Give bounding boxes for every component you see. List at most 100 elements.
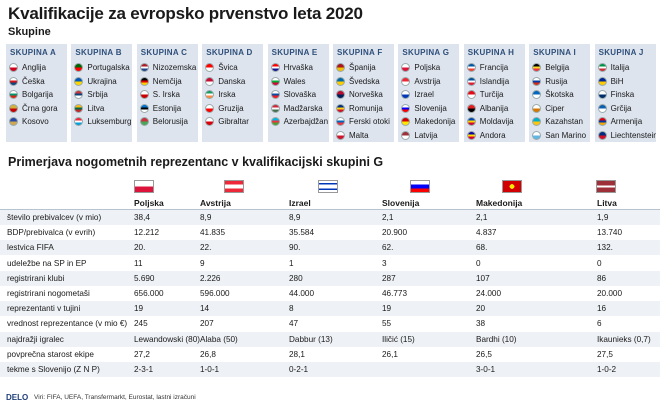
group-card: SKUPINA B Portugalska Ukrajina Srbija Litva L… [71,44,133,142]
round-flag-icon [139,90,149,100]
group-team: Francija [464,61,525,75]
table-cell: 20.900 [382,228,408,238]
row-label: tekme s Slovenijo (Z N P) [7,365,100,374]
round-flag-icon [466,63,476,73]
table-cell: 8 [289,304,294,314]
round-flag-icon [336,117,345,127]
table-cell: 19 [382,304,392,314]
round-flag-icon [139,76,149,86]
team-name: Irska [218,90,236,100]
group-team: Albanija [464,102,525,116]
group-team: Finska [595,88,656,102]
round-flag-icon [270,103,280,113]
table-cell: 1,9 [597,213,609,222]
team-name: Liechtenstein [610,130,656,140]
group-team: Azerbajdžan [268,115,329,129]
group-name: SKUPINA B [75,48,122,57]
table-cell: 2.226 [200,273,221,283]
table-cell: 16 [597,304,607,314]
table-cell: 38,4 [134,213,150,222]
table-cell: Ikaunieks (0,7) [597,334,651,344]
group-team: BiH [595,75,656,89]
row-label: vrednost reprezentance (v mio €) [7,319,128,329]
group-team: Avstrija [398,75,459,89]
table-cell: 3 [382,258,387,268]
team-name: Turčija [479,90,504,100]
table-cell: 6 [597,319,602,329]
table-row: lestvica FIFA 20. 22. 90. 62. 68. 132. [0,240,660,256]
group-team: Litva [71,102,132,116]
row-label: registrirani nogometaši [7,289,90,298]
round-flag-icon [532,90,542,100]
round-flag-icon [597,63,607,73]
round-flag-icon [9,90,18,100]
round-flag-icon [466,90,476,100]
table-row: BDP/prebivalca (v evrih) 12.212 41.835 35.5… [0,225,660,240]
table-row: reprezentanti v tujini 19 14 8 19 20 16 [0,301,660,317]
round-flag-icon [336,76,345,86]
group-team: Izrael [398,88,459,102]
row-label: lestvica FIFA [7,243,54,253]
group-team: Ferski otoki [333,115,394,129]
round-flag-icon [270,63,280,73]
team-name: Litva [87,103,105,113]
team-name: Wales [283,76,306,86]
table-cell: 14 [200,304,210,314]
round-flag-icon [9,63,18,73]
country-flag-icon [318,180,338,193]
group-team: Luksemburg [71,115,132,129]
team-name: Španija [349,63,376,73]
group-team: Irska [202,88,263,102]
group-name: SKUPINA D [206,48,253,57]
groups-panel: SKUPINA A Anglija Češka Bolgarija Črna gora K… [6,44,656,144]
group-team: Wales [268,75,329,89]
team-name: Gruzija [218,103,244,113]
team-name: Ferski otoki [349,117,390,127]
group-team: S. Irska [137,88,198,102]
group-team: Grčija [595,102,656,116]
round-flag-icon [401,90,411,100]
table-cell: 38 [476,319,486,329]
table-cell: 28,1 [289,349,305,359]
team-name: Madžarska [283,103,323,113]
group-team: Portugalska [71,61,132,75]
table-cell: 245 [134,319,148,329]
group-team: Romunija [333,102,394,116]
team-name: Latvija [414,130,438,140]
group-name: SKUPINA I [533,48,577,57]
group-team: Gruzija [202,102,263,116]
round-flag-icon [336,63,345,73]
table-cell: 26,1 [382,349,398,359]
group-card: SKUPINA C Nizozemska Nemčija S. Irska Estoni… [136,44,198,142]
team-name: San Marino [545,130,587,140]
table-cell: 13.740 [597,228,623,238]
round-flag-icon [74,117,84,127]
team-name: Azerbajdžan [283,117,329,127]
team-name: Portugalska [87,63,130,73]
group-team: Makedonija [398,115,459,129]
team-name: Armenija [610,117,643,127]
round-flag-icon [532,103,542,113]
row-label: registrirani klubi [7,273,65,283]
group-card: SKUPINA A Anglija Češka Bolgarija Črna gora K… [6,44,67,142]
round-flag-icon [336,103,345,113]
table-row: število prebivalcev (v mio) 38,4 8,9 8,9 2,1… [0,210,660,225]
table-cell: Alaba (50) [200,334,238,344]
country-header: Poljska [134,198,164,208]
group-team: Črna gora [6,102,67,116]
group-team: Bolgarija [6,88,67,102]
round-flag-icon [74,63,84,73]
header-divider [0,209,660,210]
round-flag-icon [401,76,411,86]
team-name: Italija [610,63,630,73]
group-name: SKUPINA C [140,48,188,57]
team-name: Izrael [414,90,434,100]
group-team: Švedska [333,75,394,89]
group-team: Gibraltar [202,115,263,129]
round-flag-icon [466,117,476,127]
groups-subtitle: Skupine [8,26,51,38]
country-flag-icon [224,180,244,193]
table-cell: 26,8 [200,349,216,359]
table-cell: 19 [134,304,144,314]
table-cell: 27,2 [134,349,150,359]
